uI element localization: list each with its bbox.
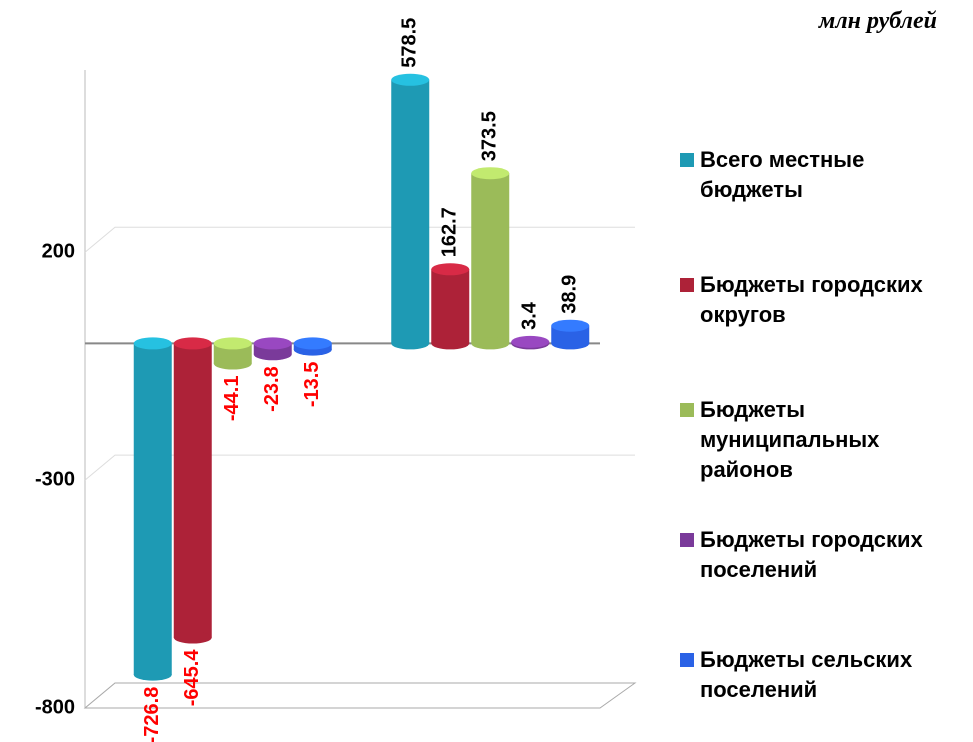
legend-label: Бюджеты муниципальных районов: [700, 397, 880, 482]
legend-item: Всего местные бюджеты: [680, 145, 970, 205]
data-label: 578.5: [399, 18, 421, 68]
bar-cap: [431, 263, 470, 276]
legend-item: Бюджеты муниципальных районов: [680, 395, 970, 485]
data-label: -13.5: [301, 362, 323, 408]
bar-base: [431, 337, 470, 350]
data-label: -23.8: [261, 366, 283, 412]
bar-base: [471, 337, 510, 350]
bar-cap: [253, 337, 292, 350]
data-label: 162.7: [439, 207, 461, 257]
y-tick-label: -800: [35, 696, 75, 718]
bar-base: [133, 668, 172, 681]
unit-label: млн рублей: [818, 8, 937, 34]
bar-base: [213, 357, 252, 370]
grid-line: [84, 682, 635, 709]
bar-cap: [213, 337, 252, 350]
data-label: 38.9: [559, 275, 581, 314]
bar-cap: [293, 337, 332, 350]
y-tick-label: -300: [35, 468, 75, 490]
legend-label: Бюджеты городских поселений: [700, 527, 923, 582]
data-label: -645.4: [181, 649, 203, 707]
bar: [133, 343, 172, 675]
bar-cap: [511, 335, 550, 348]
grid-line: [84, 226, 635, 253]
legend-swatch: [680, 403, 694, 417]
bar-base: [173, 631, 212, 644]
y-tick-label: 200: [42, 241, 75, 263]
data-label: -726.8: [141, 687, 163, 742]
legend-swatch: [680, 153, 694, 167]
bar-base: [551, 337, 590, 350]
bar-base: [391, 337, 430, 350]
legend-swatch: [680, 653, 694, 667]
bar: [471, 173, 510, 344]
bar-cap: [173, 337, 212, 350]
bar-cap: [391, 73, 430, 86]
legend-swatch: [680, 533, 694, 547]
bar: [391, 79, 430, 344]
legend-label: Всего местные бюджеты: [700, 147, 865, 202]
data-label: 3.4: [519, 301, 541, 330]
legend-swatch: [680, 278, 694, 292]
legend-item: Бюджеты сельских поселений: [680, 645, 970, 705]
data-label: 373.5: [479, 111, 501, 161]
bar-cap: [471, 167, 510, 180]
legend-label: Бюджеты сельских поселений: [700, 647, 913, 702]
chart: -800 -300 200 -726.8 -645.4 -44.1 -23.8 -13.5 57…: [35, 18, 637, 742]
bar: [431, 269, 470, 344]
data-label: -44.1: [221, 376, 243, 422]
bar-base: [253, 348, 292, 361]
grid-line: [84, 454, 635, 481]
bar-cap: [551, 319, 590, 332]
legend-item: Бюджеты городских округов: [680, 270, 970, 330]
floor: [83, 682, 637, 709]
legend-label: Бюджеты городских округов: [700, 272, 923, 327]
bar-cap: [133, 337, 172, 350]
legend-item: Бюджеты городских поселений: [680, 525, 970, 585]
bar: [173, 343, 212, 638]
